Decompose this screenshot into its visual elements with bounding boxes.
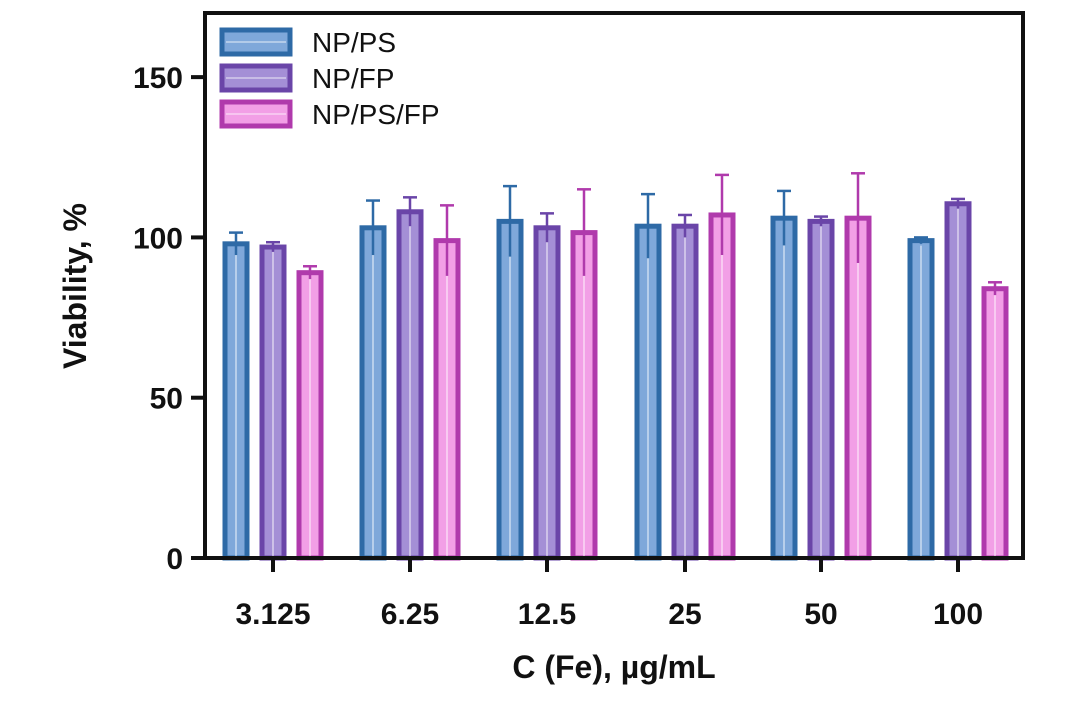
bar-np-ps-fp-25: [708, 212, 736, 561]
bar-np-fp-12.5: [533, 225, 561, 561]
y-tick-label: 50: [150, 383, 183, 416]
legend-swatch: [219, 99, 293, 129]
x-tick-label: 25: [668, 598, 701, 631]
bar-np-ps-fp-100: [981, 286, 1009, 561]
legend-item: NP/FP: [219, 63, 394, 94]
x-axis: 3.125 6.25 12.5 25 50 100: [235, 558, 983, 631]
bar-np-ps-fp-12.5: [570, 230, 598, 561]
x-tick-label: 6.25: [381, 598, 439, 631]
x-axis-title: C (Fe), µg/mL: [512, 649, 715, 685]
error-bar: [951, 197, 965, 209]
error-bar: [440, 204, 454, 276]
error-bars-layer: [229, 172, 1002, 296]
bar-np-ps-12.5: [496, 218, 524, 561]
error-bar: [366, 199, 380, 256]
bar-np-fp-6.25: [396, 209, 424, 561]
error-bar: [641, 192, 655, 259]
bars-layer: [222, 201, 1009, 561]
error-bar: [503, 184, 517, 257]
error-bar: [540, 212, 554, 243]
bar-np-ps-6.25: [359, 225, 387, 561]
legend-label: NP/PS: [312, 27, 396, 58]
bar-np-ps-100: [907, 238, 935, 561]
error-bar: [678, 213, 692, 238]
x-tick-label: 50: [804, 598, 837, 631]
error-bar: [577, 188, 591, 276]
legend-swatch: [219, 27, 293, 57]
error-bar: [715, 173, 729, 256]
legend-label: NP/PS/FP: [312, 99, 440, 130]
error-bar: [814, 215, 828, 227]
y-tick-label: 0: [166, 543, 183, 576]
bar-np-ps-50: [770, 215, 798, 561]
error-bar: [988, 281, 1002, 296]
error-bar: [777, 189, 791, 246]
bar-np-fp-100: [944, 201, 972, 561]
bar-np-ps-fp-6.25: [433, 238, 461, 561]
y-axis: 0 50 100 150: [133, 62, 205, 576]
y-tick-label: 150: [133, 62, 183, 95]
x-tick-label: 12.5: [518, 598, 576, 631]
x-tick-label: 3.125: [235, 598, 310, 631]
error-bar: [851, 172, 865, 264]
bar-np-ps-fp-3.125: [296, 270, 324, 561]
plot-frame: [203, 11, 1025, 560]
legend: NP/PS NP/FP NP/PS/FP: [219, 27, 440, 130]
bar-np-ps-3.125: [222, 241, 250, 561]
error-bar: [914, 236, 928, 244]
error-bar: [266, 240, 280, 252]
error-bar: [229, 231, 243, 256]
bar-np-fp-50: [807, 218, 835, 561]
legend-item: NP/PS: [219, 27, 396, 58]
x-tick-label: 100: [933, 598, 983, 631]
bar-np-fp-3.125: [259, 244, 287, 561]
legend-swatch: [219, 63, 293, 93]
y-tick-label: 100: [133, 222, 183, 255]
legend-label: NP/FP: [312, 63, 394, 94]
error-bar: [403, 196, 417, 227]
error-bar: [303, 265, 317, 280]
bar-np-fp-25: [671, 223, 699, 561]
y-axis-title: Viability, %: [57, 203, 93, 369]
legend-item: NP/PS/FP: [219, 99, 440, 130]
bar-np-ps-fp-50: [844, 215, 872, 561]
bar-np-ps-25: [634, 223, 662, 561]
